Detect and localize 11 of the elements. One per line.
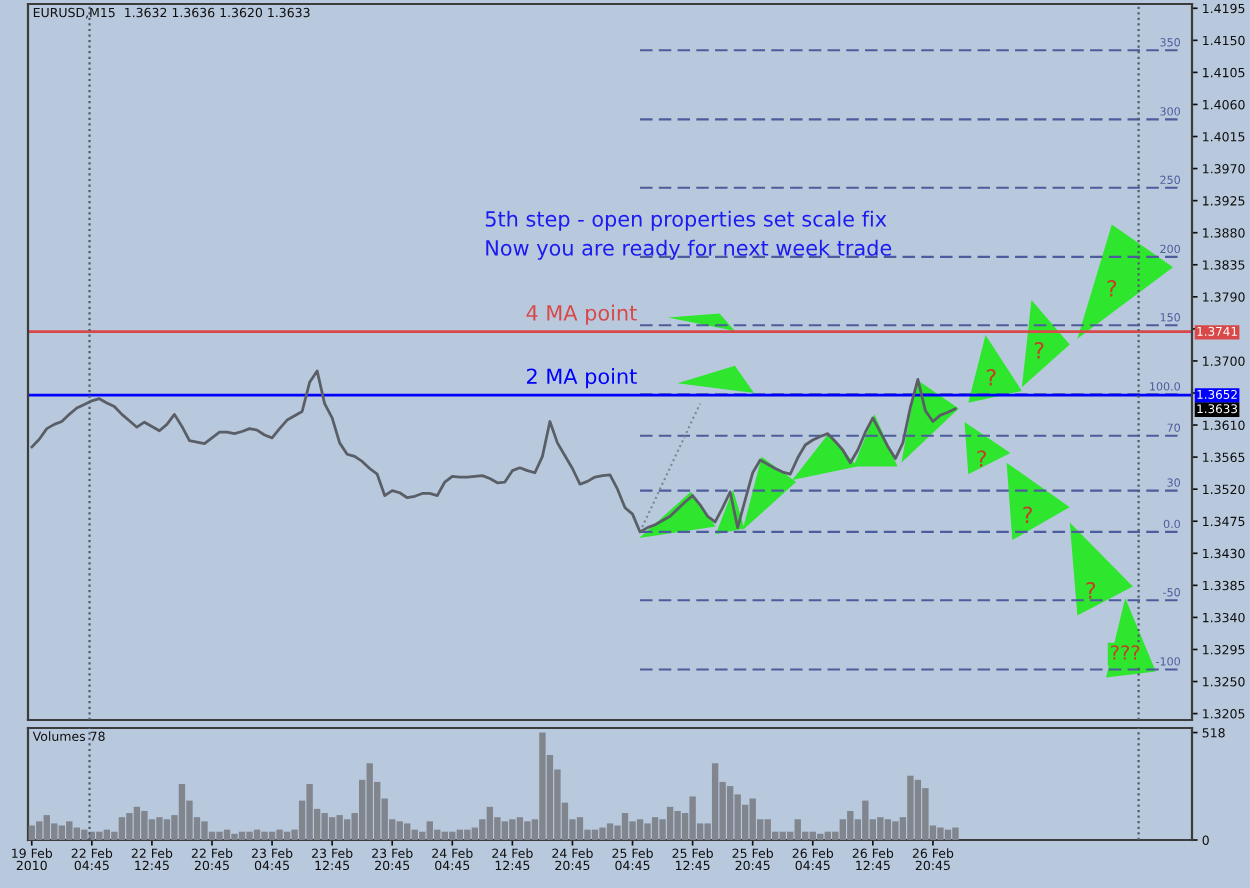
ref-line-label: 2 MA point [526, 368, 637, 389]
annotation: 5th step - open properties set scale fix [485, 210, 887, 231]
annotation: ? [977, 450, 987, 467]
annotation: ??? [1111, 645, 1140, 660]
annotation: ? [1023, 506, 1032, 523]
annotation: ? [1086, 581, 1096, 599]
annotation: ? [1034, 341, 1044, 359]
ref-line-label: 4 MA point [526, 304, 637, 325]
annotation: ? [1107, 280, 1117, 297]
annotation: Now you are ready for next week trade [486, 239, 892, 260]
annotation: ? [986, 369, 996, 386]
